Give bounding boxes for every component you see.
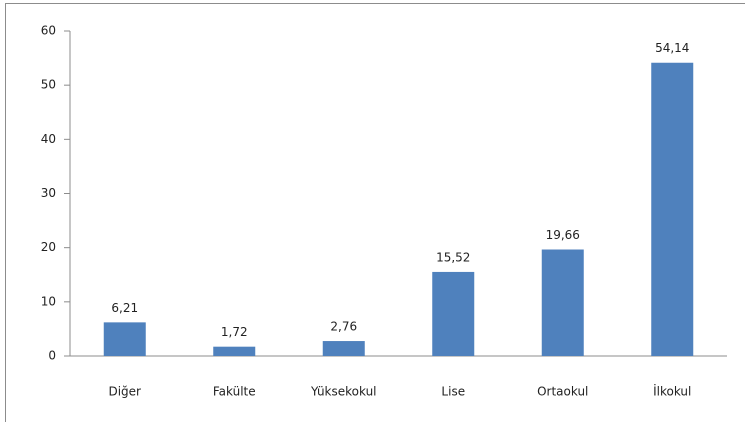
chart-frame <box>5 3 745 422</box>
y-tick-label: 60 <box>41 24 56 38</box>
x-tick-label: İlkokul <box>653 384 691 399</box>
y-tick-label: 50 <box>41 78 56 92</box>
y-tick-label: 10 <box>41 294 56 308</box>
bar <box>322 341 365 356</box>
value-label: 6,21 <box>111 301 138 315</box>
value-label: 2,76 <box>330 320 357 334</box>
y-tick-label: 0 <box>48 349 56 363</box>
value-label: 15,52 <box>436 250 470 264</box>
x-tick-label: Fakülte <box>213 385 256 399</box>
x-tick-label: Yüksekokul <box>310 385 377 399</box>
bar <box>541 249 584 356</box>
y-tick-label: 40 <box>41 132 56 146</box>
x-tick-label: Lise <box>441 385 465 399</box>
bar <box>213 346 256 356</box>
value-label: 1,72 <box>221 325 248 339</box>
value-label: 54,14 <box>655 41 689 55</box>
y-tick-label: 30 <box>41 186 56 200</box>
bar <box>103 322 146 356</box>
x-tick-label: Ortaokul <box>537 385 588 399</box>
bar <box>432 271 475 356</box>
value-label: 19,66 <box>546 228 580 242</box>
x-tick-label: Diğer <box>108 385 141 399</box>
y-tick-label: 20 <box>41 240 56 254</box>
bar <box>651 62 694 356</box>
